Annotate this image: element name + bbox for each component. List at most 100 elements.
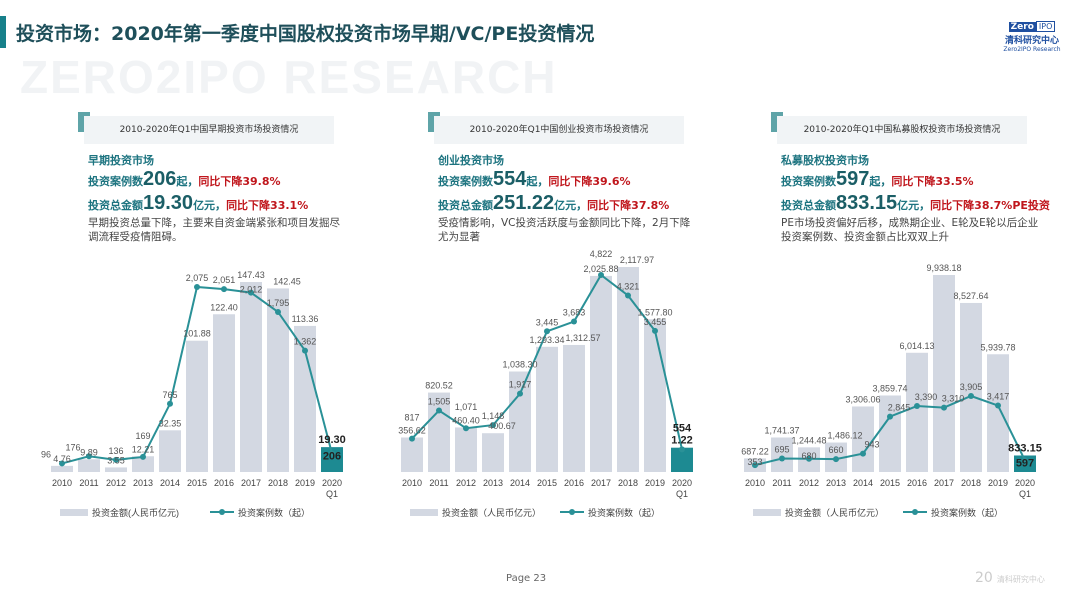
line-point-2013	[833, 456, 839, 463]
logo-en: Zero2IPO Research	[1003, 46, 1061, 53]
page-title: 投资市场：2020年第一季度中国股权投资市场早期/VC/PE投资情况	[16, 23, 595, 45]
line-label: 765	[162, 390, 177, 400]
bar-2015	[536, 346, 558, 472]
bar-2014	[509, 371, 531, 472]
x-tick-label: 2011	[772, 478, 791, 488]
x-tick-label: 2014	[160, 478, 180, 488]
chart: 2010 2011 2012 2013 2014 2015 2016 2017 2018 2019…	[41, 270, 346, 518]
x-tick-label: 2013	[133, 478, 153, 488]
bar-2020-Q1	[671, 447, 693, 472]
x-tick-label: 2011	[79, 478, 98, 488]
bar-label: 4.76	[53, 454, 71, 464]
amount-value: 833.15	[836, 192, 898, 214]
page-number: Page 23	[506, 573, 547, 584]
panel-header: 2010-2020年Q1中国创业投资市场投资情况	[434, 116, 684, 144]
line-point-2017	[941, 404, 947, 411]
amount-change: 同比下降38.7%PE投资	[930, 199, 1050, 212]
line-label: 817	[404, 413, 419, 423]
bar-2019	[644, 319, 666, 472]
line-point-2020-Q1	[1022, 457, 1028, 464]
zero2ipo-logo: Zero IPO 清科研究中心 Zero2IPO Research	[1000, 14, 1064, 53]
x-tick-label: 2020	[672, 478, 692, 488]
amount-unit: 亿元，	[554, 199, 588, 212]
line-point-2013	[140, 453, 146, 460]
bar-2011	[428, 392, 450, 472]
x-tick-label: 2015	[880, 478, 900, 488]
bar-2010	[51, 465, 73, 472]
legend-bar-label: 投资金额（人民币亿元）	[785, 507, 884, 518]
bar-2019	[987, 354, 1009, 472]
line-label: 1,071	[455, 402, 478, 412]
footer-logo-text: 清科研究中心	[996, 575, 1045, 584]
line-label: 2,012	[240, 285, 263, 295]
bar-label: 1,577.80	[637, 307, 672, 317]
legend-bar-label: 投资金额(人民币亿元)	[92, 507, 179, 518]
bar-2018	[617, 267, 639, 472]
bar-label: 147.43	[237, 270, 265, 280]
bar-label: 1,293.34	[529, 335, 564, 345]
amount-value: 251.22	[493, 192, 555, 214]
x-tick-label: 2011	[429, 478, 448, 488]
line-point-2011	[436, 407, 442, 414]
line-label: 3,390	[915, 392, 938, 402]
bar-label: 820.52	[425, 381, 453, 391]
line-point-2017	[248, 289, 254, 296]
bar-2015	[186, 340, 208, 472]
line-label: 1,795	[267, 298, 290, 308]
bar-label: 6,014.13	[899, 341, 934, 351]
bar-label: 19.30	[318, 434, 346, 446]
x-tick-label: 2018	[961, 478, 981, 488]
cases-summary: 投资案例数597起，同比下降33.5%	[781, 168, 974, 191]
amount-change: 同比下降33.1%	[226, 199, 309, 212]
line-point-2014	[860, 450, 866, 457]
cases-pre: 投资案例数	[438, 175, 493, 188]
line-label: 3,455	[644, 317, 667, 327]
bar-label: 2,025.88	[583, 264, 618, 274]
market-description: 早期投资总量下降，主要来自资金端紧张和项目发掘尽调流程受疫情阻碍。	[88, 217, 340, 243]
line-point-2011	[779, 455, 785, 462]
line-point-2018	[968, 393, 974, 399]
bar-label: 1,244.48	[791, 435, 826, 445]
bar-2011	[771, 437, 793, 472]
market-description: 受疫情影响，VC投资活跃度与金额同比下降，2月下降尤为显著	[438, 217, 691, 243]
line-label: 3,445	[536, 317, 559, 327]
bar-2014	[159, 430, 181, 472]
line-point-2020-Q1	[329, 450, 335, 457]
x-tick-label: 2014	[510, 478, 530, 488]
x-tick-label: 2020	[1015, 478, 1035, 488]
line-label: 3,417	[987, 391, 1010, 401]
line-point-2010	[59, 460, 65, 467]
cases-value: 597	[836, 168, 870, 190]
bar-label: 113.36	[292, 314, 319, 324]
x-tick-label: 2016	[564, 478, 584, 488]
line-point-2014	[167, 400, 173, 407]
legend-line-label: 投资案例数（起）	[931, 507, 1003, 518]
legend-bar-label: 投资金额（人民币亿元）	[442, 507, 541, 518]
amount-pre: 投资总金额	[88, 199, 143, 212]
bar-2013	[132, 456, 154, 472]
line-label: 1,917	[509, 380, 532, 390]
line-point-2018	[625, 292, 631, 299]
x-tick-label: 2010	[52, 478, 72, 488]
panel-header: 2010-2020年Q1中国私募股权投资市场投资情况	[777, 116, 1027, 144]
bar-2018	[267, 288, 289, 472]
market-subtitle: 私募股权投资市场	[781, 154, 869, 167]
line-point-2015	[887, 413, 893, 420]
line-point-2010	[409, 435, 415, 442]
bar-label: 3,859.74	[872, 383, 907, 393]
bar-2019	[294, 325, 316, 472]
bar-2013	[482, 433, 504, 472]
line-point-2014	[517, 390, 523, 397]
cases-unit: 起，	[526, 175, 549, 188]
bar-2012	[105, 467, 127, 472]
bar-2018	[960, 302, 982, 472]
title-accent-bar	[0, 16, 6, 48]
bar-label: 833.15	[1008, 442, 1042, 454]
line-point-2013	[490, 422, 496, 429]
bar-label: 3.55	[107, 455, 125, 465]
bar-2011	[78, 459, 100, 472]
line-label: 597	[1016, 457, 1034, 469]
line-label: 2,845	[888, 403, 911, 413]
line-label: 4,321	[617, 281, 640, 291]
legend-line-label: 投资案例数（起）	[238, 507, 310, 518]
